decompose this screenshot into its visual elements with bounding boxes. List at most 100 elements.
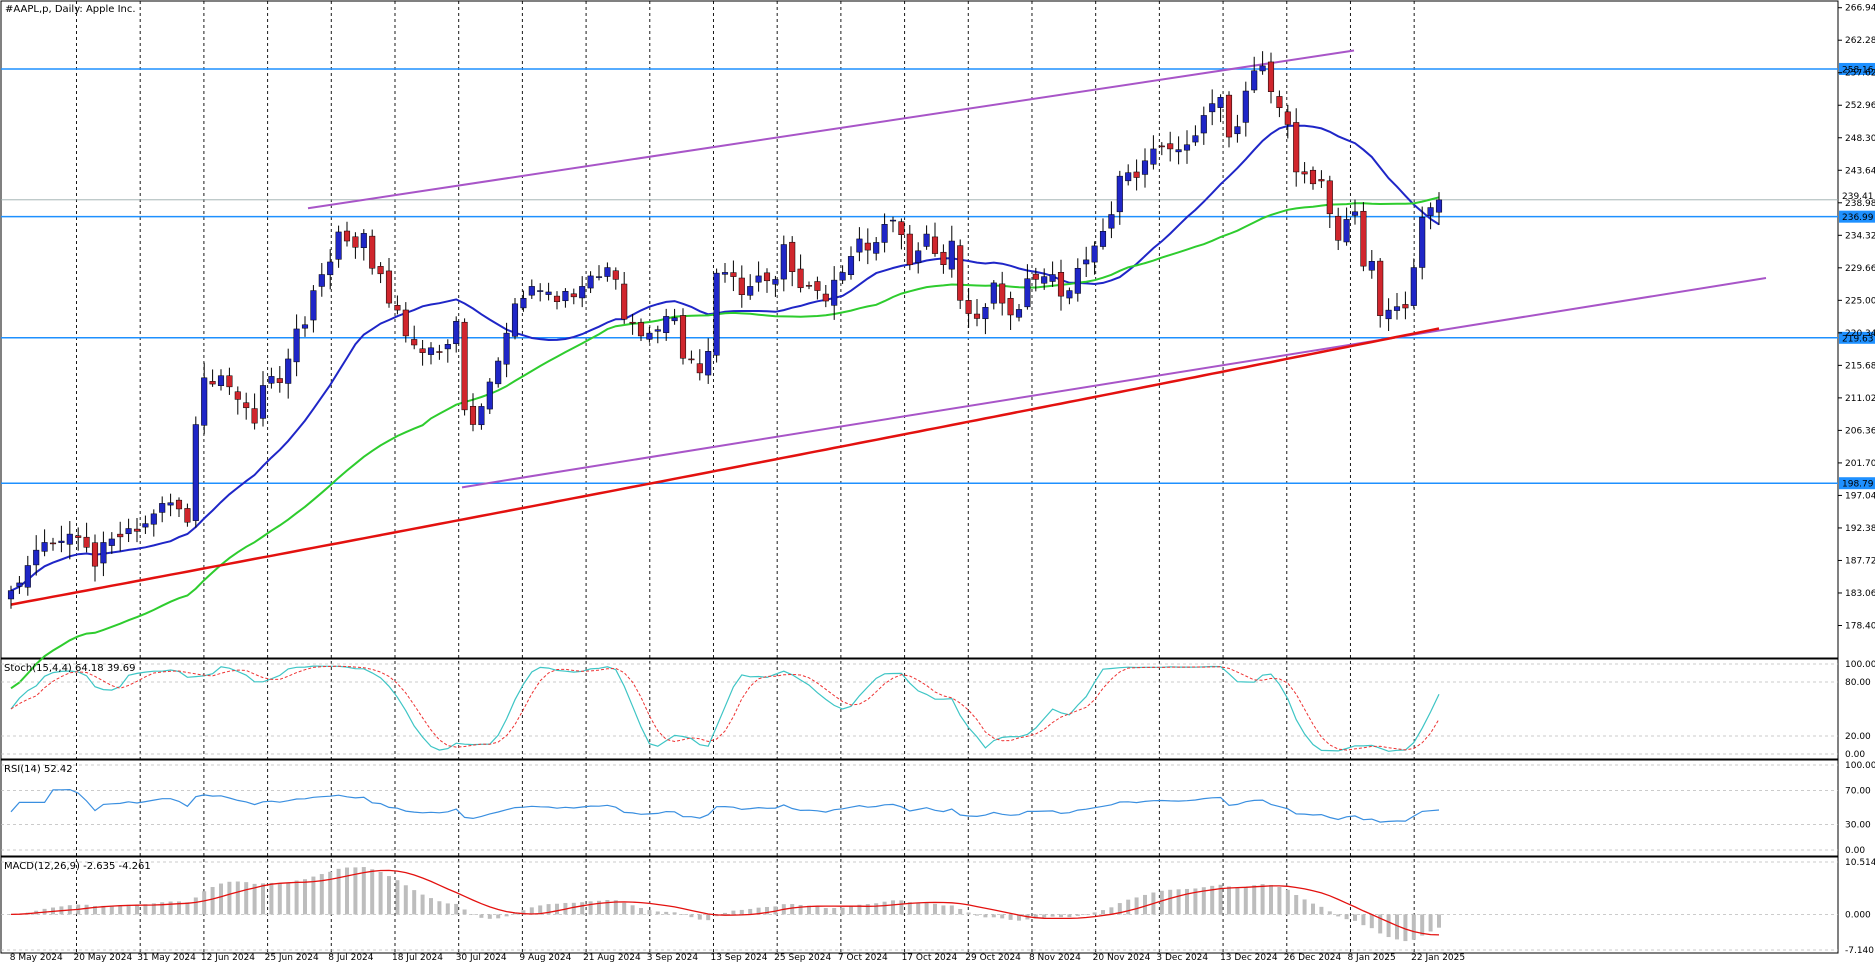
candle-body — [268, 376, 275, 384]
macd-histogram-bar — [588, 901, 593, 915]
price-tick-label: 178.40 — [1845, 621, 1875, 631]
candle-body — [486, 381, 493, 410]
macd-histogram-bar — [269, 882, 274, 915]
macd-histogram-bar — [202, 891, 207, 915]
macd-histogram-bar — [1386, 914, 1391, 938]
macd-histogram-bar — [244, 882, 249, 915]
macd-histogram-bar — [899, 900, 904, 915]
macd-histogram-bar — [580, 902, 585, 915]
candle-body — [511, 303, 519, 337]
candle-body — [1133, 171, 1140, 178]
candle-body — [1267, 61, 1275, 92]
candle-body — [1209, 103, 1216, 113]
macd-label: MACD(12,26,9) -2.635 -4.261 — [4, 861, 151, 872]
macd-histogram-bar — [1109, 907, 1114, 915]
macd-tick-label: 10.514 — [1845, 858, 1875, 868]
candle-body — [16, 582, 23, 587]
macd-histogram-bar — [798, 904, 803, 915]
macd-histogram-bar — [319, 874, 324, 915]
macd-histogram-bar — [681, 914, 685, 915]
macd-histogram-bar — [361, 867, 366, 915]
macd-histogram-bar — [756, 907, 761, 915]
macd-histogram-bar — [1361, 914, 1366, 926]
candle-body — [444, 344, 451, 350]
macd-histogram-bar — [252, 883, 257, 915]
macd-histogram-bar — [1117, 903, 1122, 915]
candle-body — [1284, 111, 1291, 125]
macd-histogram-bar — [1235, 887, 1240, 915]
candle-body — [772, 279, 779, 285]
macd-histogram-bar — [84, 904, 89, 915]
macd-histogram-bar — [487, 914, 492, 919]
macd-histogram-bar — [597, 900, 601, 915]
macd-histogram-bar — [1369, 914, 1374, 929]
macd-histogram-bar — [664, 911, 669, 915]
date-tick-label: 20 Nov 2024 — [1093, 953, 1151, 963]
candle-body — [495, 360, 502, 385]
macd-histogram-bar — [697, 914, 702, 920]
candle-body — [923, 233, 930, 247]
trend-channel — [307, 49, 1767, 489]
candle-body — [654, 329, 661, 332]
candle-body — [327, 261, 334, 276]
macd-histogram-bar — [1243, 886, 1248, 915]
macd-signal-line — [10, 869, 1440, 936]
date-tick-label: 25 Jun 2024 — [265, 953, 319, 963]
candle-body — [58, 540, 65, 543]
macd-histogram-bar — [571, 902, 576, 915]
level-price-tag — [1839, 210, 1875, 223]
candle-body — [730, 272, 737, 277]
candle-body — [453, 321, 460, 345]
candle-body — [209, 381, 216, 385]
candle-body — [1276, 96, 1283, 109]
price-tick-label: 183.06 — [1845, 589, 1875, 599]
candle-body — [831, 279, 838, 306]
macd-histogram-bar — [504, 914, 509, 917]
candle-body — [1377, 260, 1384, 316]
macd-histogram-bar — [849, 906, 853, 915]
channel-lower-line — [461, 277, 1767, 489]
price-tick-label: 211.02 — [1845, 394, 1875, 404]
macd-histogram-bar — [689, 914, 694, 918]
channel-upper-line — [307, 49, 1355, 210]
candle-body — [1360, 210, 1367, 267]
date-tick-label: 9 Aug 2024 — [519, 953, 571, 963]
date-tick-label: 13 Sep 2024 — [710, 953, 767, 963]
macd-histogram-bar — [513, 913, 517, 915]
candle-body — [873, 242, 880, 254]
candle-body — [629, 321, 636, 324]
level-price-tag — [1839, 62, 1875, 75]
date-tick-label: 18 Jul 2024 — [392, 953, 443, 963]
macd-histogram-bar — [706, 914, 711, 921]
candle-body — [83, 536, 90, 548]
candle-body — [763, 272, 771, 282]
rsi-tick-label: 0.00 — [1845, 846, 1865, 856]
candle-body — [301, 324, 309, 329]
macd-histogram-bar — [1403, 914, 1408, 942]
macd-histogram-bar — [731, 910, 736, 915]
macd-histogram-bar — [1050, 914, 1055, 917]
candle-body — [990, 282, 997, 304]
candle-body — [108, 538, 115, 546]
candle-body — [285, 358, 292, 384]
candle-body — [1007, 298, 1014, 316]
macd-histogram-bar — [126, 904, 131, 915]
macd-histogram-bar — [219, 883, 223, 915]
candle-body — [217, 375, 225, 386]
candle-body — [259, 385, 267, 419]
date-tick-label: 21 Aug 2024 — [583, 953, 641, 963]
candle-body — [1217, 97, 1224, 108]
candle-body — [1225, 94, 1233, 138]
ma-200-line — [10, 327, 1440, 606]
candle-body — [856, 238, 863, 253]
macd-histogram-bar — [933, 903, 937, 915]
macd-histogram-bar — [1353, 914, 1357, 921]
macd-histogram-bar — [109, 905, 114, 915]
macd-histogram-bar — [1185, 888, 1189, 915]
candle-body — [1393, 306, 1401, 311]
macd-histogram-bar — [286, 882, 291, 915]
macd-histogram-bar — [840, 907, 845, 915]
macd-histogram-bar — [311, 876, 316, 915]
macd-histogram-bar — [1000, 914, 1005, 919]
